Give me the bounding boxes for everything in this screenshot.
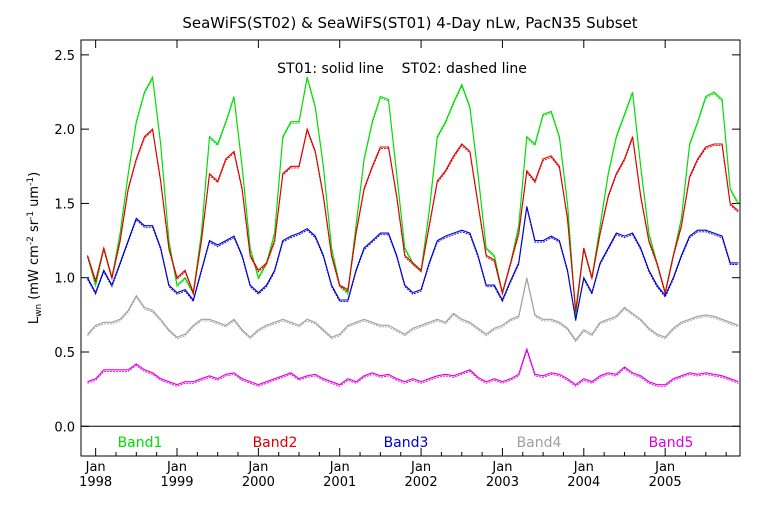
legend-entry-band5: Band5: [649, 435, 694, 451]
x-tick-month-label: Jan: [491, 460, 512, 475]
x-tick-month-label: Jan: [85, 460, 106, 475]
series-line-band3-st01: [87, 206, 739, 320]
series-line-band3-st02: [87, 207, 739, 321]
x-tick-year-label: 2002: [405, 475, 438, 490]
series-line-band2-st02: [87, 129, 739, 313]
series-line-band2-st01: [86, 127, 739, 311]
y-tick-label: 1.0: [54, 272, 75, 287]
y-tick-label: 2.5: [54, 49, 75, 64]
x-tick-year-label: 1999: [160, 475, 193, 490]
legend: Band1 Band2 Band3 Band4 Band5: [118, 435, 694, 451]
x-tick-month-label: Jan: [410, 460, 431, 475]
line-style-annotation: ST01: solid line ST02: dashed line: [277, 61, 527, 77]
plot-frame: [80, 39, 741, 457]
legend-entry-band1: Band1: [118, 435, 163, 451]
y-tick-label: 0.0: [54, 420, 75, 435]
x-tick-month-label: Jan: [573, 460, 594, 475]
y-tick-label: 0.5: [54, 346, 75, 361]
series-line-band4-st02: [87, 279, 739, 343]
x-tick-year-label: 2003: [486, 475, 519, 490]
series-layer: [86, 75, 739, 387]
series-line-band4-st01: [87, 277, 739, 342]
x-tick-year-label: 1998: [79, 475, 112, 490]
y-axis-ticks: 0.0 0.5 1.0 1.5 2.0 2.5: [54, 49, 740, 435]
x-tick-month-label: Jan: [166, 460, 187, 475]
series-line-band5-st01: [87, 347, 739, 386]
x-tick-year-label: 2004: [567, 475, 600, 490]
y-tick-label: 1.5: [54, 197, 75, 212]
x-tick-month-label: Jan: [247, 460, 268, 475]
x-axis-ticks: Jan1998Jan1999Jan2000Jan2001Jan2002Jan20…: [79, 40, 727, 490]
series-line-band5-st02: [87, 349, 739, 387]
x-tick-month-label: Jan: [654, 460, 675, 475]
legend-entry-band4: Band4: [517, 435, 562, 451]
legend-entry-band3: Band3: [384, 435, 429, 451]
legend-entry-band2: Band2: [253, 435, 298, 451]
x-tick-year-label: 2005: [649, 475, 682, 490]
y-axis-label: Lwn (mW cm-2 sr-1 um-1): [26, 172, 44, 324]
x-tick-year-label: 2000: [242, 475, 275, 490]
chart-title: SeaWiFS(ST02) & SeaWiFS(ST01) 4-Day nLw,…: [182, 14, 637, 32]
x-tick-month-label: Jan: [329, 460, 350, 475]
y-tick-label: 2.0: [54, 123, 75, 138]
x-tick-year-label: 2001: [323, 475, 356, 490]
